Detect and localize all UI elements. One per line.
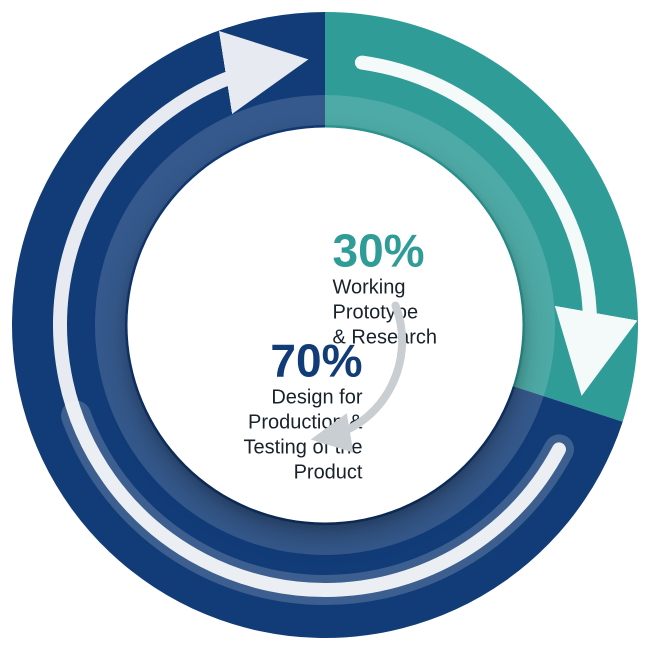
inner-arrow-svg xyxy=(128,128,523,523)
center-circle: 30% WorkingPrototype& Research 70% Desig… xyxy=(128,128,523,523)
inner-curved-arrow-icon xyxy=(323,306,403,438)
donut-chart: 30% WorkingPrototype& Research 70% Desig… xyxy=(0,0,650,650)
